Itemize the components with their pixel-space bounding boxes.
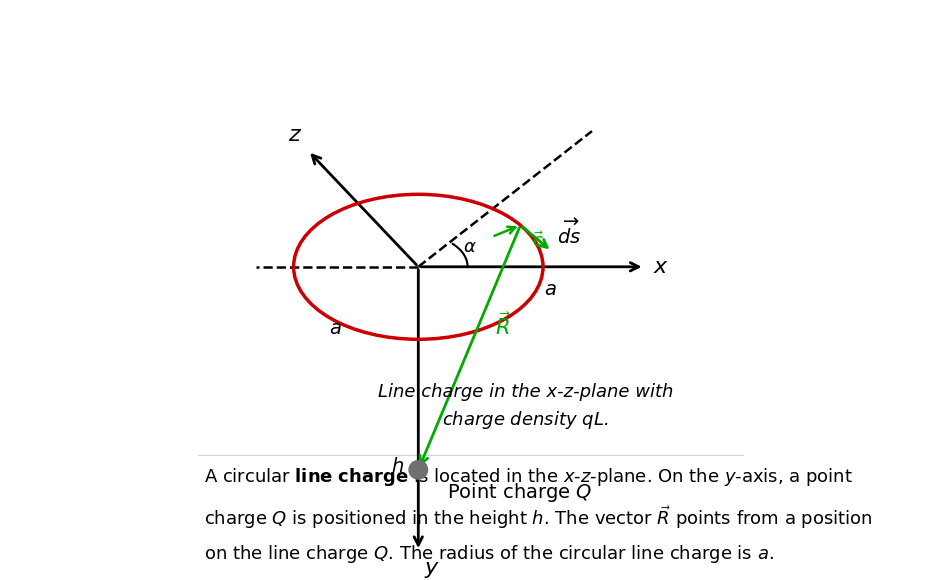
Text: $x$: $x$ [653,257,669,277]
Text: on the line charge $Q$. The radius of the circular line charge is $a$.: on the line charge $Q$. The radius of th… [203,543,774,566]
Text: $\overrightarrow{ds}$: $\overrightarrow{ds}$ [557,219,582,248]
Text: $\vec{R}$: $\vec{R}$ [496,312,511,339]
Text: $\vec{c}$: $\vec{c}$ [532,231,545,251]
Text: Point charge $Q$: Point charge $Q$ [447,481,593,505]
Text: $a$: $a$ [329,319,342,338]
Text: $\alpha$: $\alpha$ [463,238,476,256]
Text: A circular $\mathbf{line\ charge}$ is located in the $x$-$z$-plane. On the $y$-a: A circular $\mathbf{line\ charge}$ is lo… [203,466,853,488]
Text: $a$: $a$ [544,280,557,299]
Text: $z$: $z$ [288,125,302,145]
Text: charge $Q$ is positioned in the height $h$. The vector $\vec{R}$ points from a p: charge $Q$ is positioned in the height $… [203,505,872,531]
Text: $h$: $h$ [391,458,404,476]
Text: $y$: $y$ [424,560,440,579]
Circle shape [409,461,427,479]
Text: Line charge in the x-z-plane with
charge density $qL$.: Line charge in the x-z-plane with charge… [378,383,674,431]
